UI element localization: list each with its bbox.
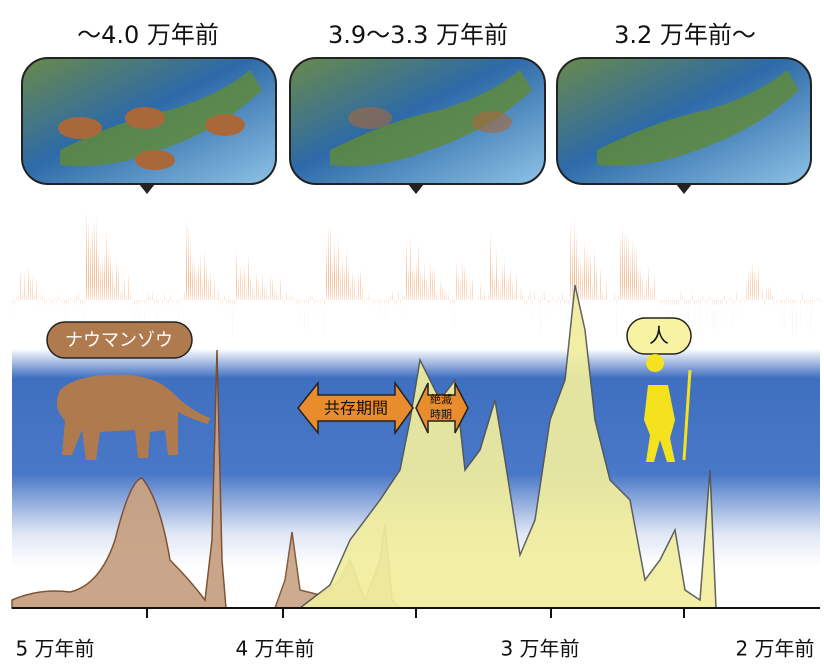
extinction-label: 時期	[430, 408, 452, 421]
coexistence-label: 共存期間	[324, 399, 388, 418]
extinction-label: 絶滅	[430, 392, 452, 406]
panel-title: 〜4.0 万年前	[77, 21, 219, 49]
axis-label: 5 万年前	[15, 637, 94, 661]
pointer	[139, 184, 155, 194]
coexistence-arrow	[297, 380, 414, 436]
elephant-density	[11, 349, 227, 609]
pointer	[408, 184, 424, 194]
axis-label: 2 万年前	[735, 637, 814, 661]
extinction-arrow	[415, 382, 469, 434]
spear	[682, 369, 692, 461]
label-bubble	[626, 317, 692, 355]
japan	[597, 70, 799, 166]
elephant-icon	[135, 150, 175, 170]
elephant-icon	[472, 111, 512, 133]
elephant-icon	[58, 117, 102, 139]
panel-title: 3.9〜3.3 万年前	[328, 21, 508, 49]
axis-label: 3 万年前	[500, 637, 579, 661]
human-density	[297, 284, 717, 609]
axis-ticks	[146, 608, 685, 618]
axis-label: 4 万年前	[235, 637, 314, 661]
elephant-icon	[348, 107, 392, 129]
pointer	[676, 184, 692, 194]
human-silhouette	[644, 354, 675, 462]
map-panels	[21, 57, 812, 194]
elephant-icon	[205, 114, 245, 136]
panel-title: 3.2 万年前〜	[614, 21, 756, 49]
elephant-silhouette	[56, 374, 211, 460]
human-label: 人	[649, 324, 669, 348]
elephant-label: ナウマンゾウ	[65, 330, 173, 351]
label-bubble	[46, 321, 193, 359]
japan	[330, 70, 532, 166]
elephant-icon	[125, 107, 165, 129]
